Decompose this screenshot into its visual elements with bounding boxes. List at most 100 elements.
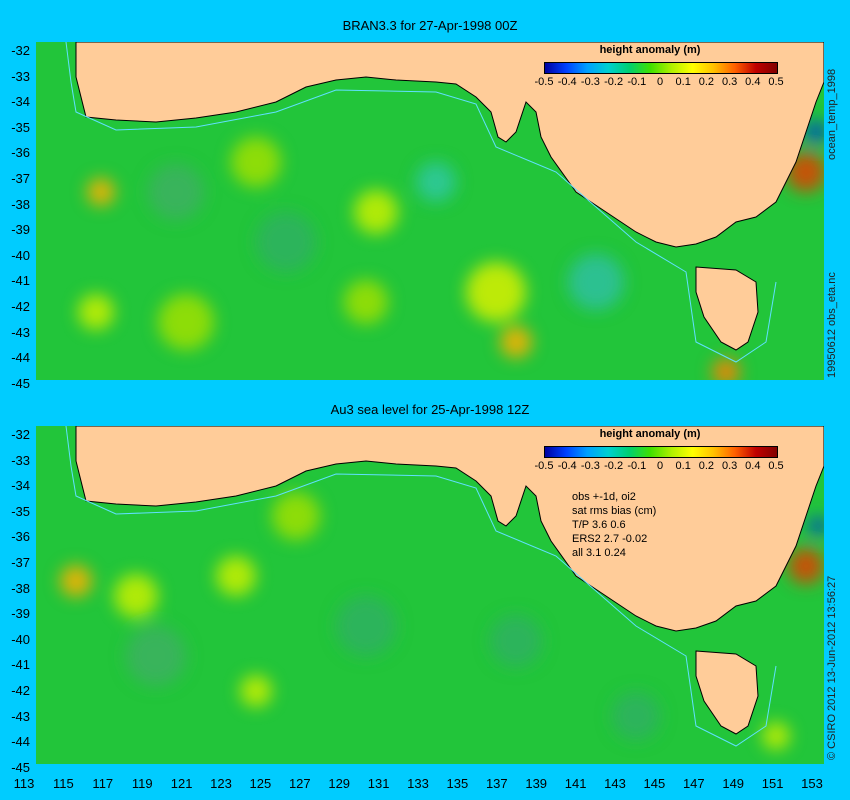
legend-tick: 0 — [656, 76, 664, 88]
lat-label: -38 — [11, 196, 30, 212]
lon-label: 149 — [722, 776, 745, 791]
legend-tick: 0.1 — [675, 460, 691, 472]
anomaly-blob — [804, 120, 824, 144]
legend-tick: 0.2 — [698, 460, 715, 472]
anomaly-blob — [126, 626, 186, 686]
panel2-legend-title: height anomaly (m) — [599, 428, 701, 440]
anomaly-blob — [240, 675, 272, 707]
lat-label: -37 — [11, 171, 30, 186]
lon-label: 121 — [170, 776, 193, 791]
australia-land — [75, 42, 824, 248]
lat-label: -40 — [11, 247, 30, 263]
anomaly-blob — [78, 294, 114, 330]
lat-label: -41 — [11, 273, 30, 289]
lon-label: 141 — [564, 776, 587, 791]
panel2-title: Au3 sea level for 25-Apr-1998 12Z — [330, 402, 530, 417]
lat-label: -42 — [11, 683, 30, 698]
lon-label: 123 — [210, 776, 232, 791]
legend-tick: -0.1 — [627, 76, 647, 88]
lon-label: 119 — [131, 776, 153, 791]
stats-line: ERS2 2.7 -0.02 — [572, 533, 648, 545]
stats-line: all 3.1 0.24 — [572, 547, 626, 559]
tasmania-land — [695, 266, 759, 351]
shelf-contour — [65, 426, 777, 747]
panel1-side-label2: ocean_temp_1998 — [826, 68, 838, 160]
legend-tick: -0.5 — [534, 460, 554, 472]
stats-line: obs +-1d, oi2 — [572, 491, 636, 503]
lon-label: 115 — [53, 776, 74, 791]
legend-tick: 0 — [656, 460, 664, 472]
anomaly-blob — [344, 280, 388, 324]
lon-label: 147 — [682, 776, 705, 791]
lat-label: -36 — [11, 145, 30, 161]
anomaly-blob — [87, 178, 115, 206]
panel2-colorbar — [544, 446, 778, 458]
lat-label: -33 — [11, 452, 30, 468]
anomaly-blob — [231, 137, 281, 187]
lon-label: 125 — [249, 776, 272, 791]
lon-label: 135 — [446, 776, 469, 791]
anomaly-blob — [158, 294, 214, 350]
panel1-title: BRAN3.3 for 27-Apr-1998 00Z — [342, 18, 518, 33]
panel1-legend-title: height anomaly (m) — [599, 44, 701, 56]
legend-tick: 0.4 — [745, 76, 761, 88]
lat-label: -45 — [11, 759, 30, 775]
lon-label: 137 — [485, 776, 508, 791]
lat-label: -43 — [11, 324, 30, 340]
lon-label: 131 — [367, 776, 390, 791]
anomaly-blob — [500, 326, 532, 358]
panel1-lat-axis: -32 -33 -34 -35 -36 -37 -38 -39 -40 -41 -42 -43 -44 -… — [0, 42, 34, 390]
stats-line: T/P 3.6 0.6 — [572, 519, 626, 531]
anomaly-blob — [272, 492, 320, 540]
shelf-contour — [65, 42, 777, 363]
panel1-colorbar — [544, 62, 778, 74]
legend-tick: -0.5 — [534, 76, 554, 88]
legend-tick: -0.4 — [557, 460, 577, 472]
lat-label: -40 — [11, 631, 30, 647]
anomaly-blob — [490, 615, 542, 667]
panel1-map-svg — [36, 42, 824, 380]
lon-label: 145 — [643, 776, 666, 791]
lon-label: 153 — [801, 776, 823, 791]
lon-label: 113 — [13, 776, 35, 791]
anomaly-blob — [416, 162, 456, 202]
lat-label: -44 — [11, 350, 30, 366]
anomaly-blob — [354, 190, 398, 234]
anomaly-blob — [148, 164, 204, 220]
panel2-lat-axis: -32 -33 -34 -35 -36 -37 -38 -39 -40 -41 -42 -43 -44 -… — [0, 426, 34, 774]
anomaly-blob — [568, 254, 624, 310]
lon-label: 117 — [92, 776, 114, 791]
lat-label: -32 — [11, 43, 30, 58]
lat-label: -45 — [11, 375, 30, 391]
panel1-side-label: 19950612 obs_eta.nc — [826, 272, 838, 378]
legend-tick: 0.3 — [721, 76, 738, 88]
anomaly-blob — [466, 262, 526, 322]
lon-label: 127 — [288, 776, 311, 791]
anomaly-blob — [808, 516, 824, 536]
lat-label: -32 — [11, 427, 30, 442]
lon-label: 129 — [328, 776, 351, 791]
legend-tick: -0.4 — [557, 76, 577, 88]
anomaly-blob — [114, 574, 158, 618]
lat-label: -38 — [11, 580, 30, 596]
lon-axis: 113 115 117 119 121 123 125 127 129 131 133 135 137 1… — [14, 776, 824, 794]
anomaly-blob — [60, 565, 92, 597]
australia-land — [75, 426, 824, 632]
lon-label: 139 — [525, 776, 548, 791]
legend-tick: 0.5 — [768, 460, 784, 472]
legend-tick: 0.5 — [768, 76, 784, 88]
anomaly-blob — [336, 596, 396, 656]
anomaly-blob — [256, 212, 316, 272]
legend-tick: -0.3 — [580, 76, 600, 88]
lat-label: -35 — [11, 119, 30, 135]
lon-label: 143 — [604, 776, 626, 791]
lat-label: -39 — [11, 222, 30, 238]
lat-label: -44 — [11, 734, 30, 750]
anomaly-blob — [762, 722, 790, 750]
legend-tick: 0.4 — [745, 460, 761, 472]
anomaly-blob — [788, 548, 824, 584]
lon-label: 151 — [761, 776, 784, 791]
legend-tick: -0.2 — [604, 76, 624, 88]
lat-label: -34 — [11, 478, 30, 494]
lat-label: -42 — [11, 299, 30, 314]
